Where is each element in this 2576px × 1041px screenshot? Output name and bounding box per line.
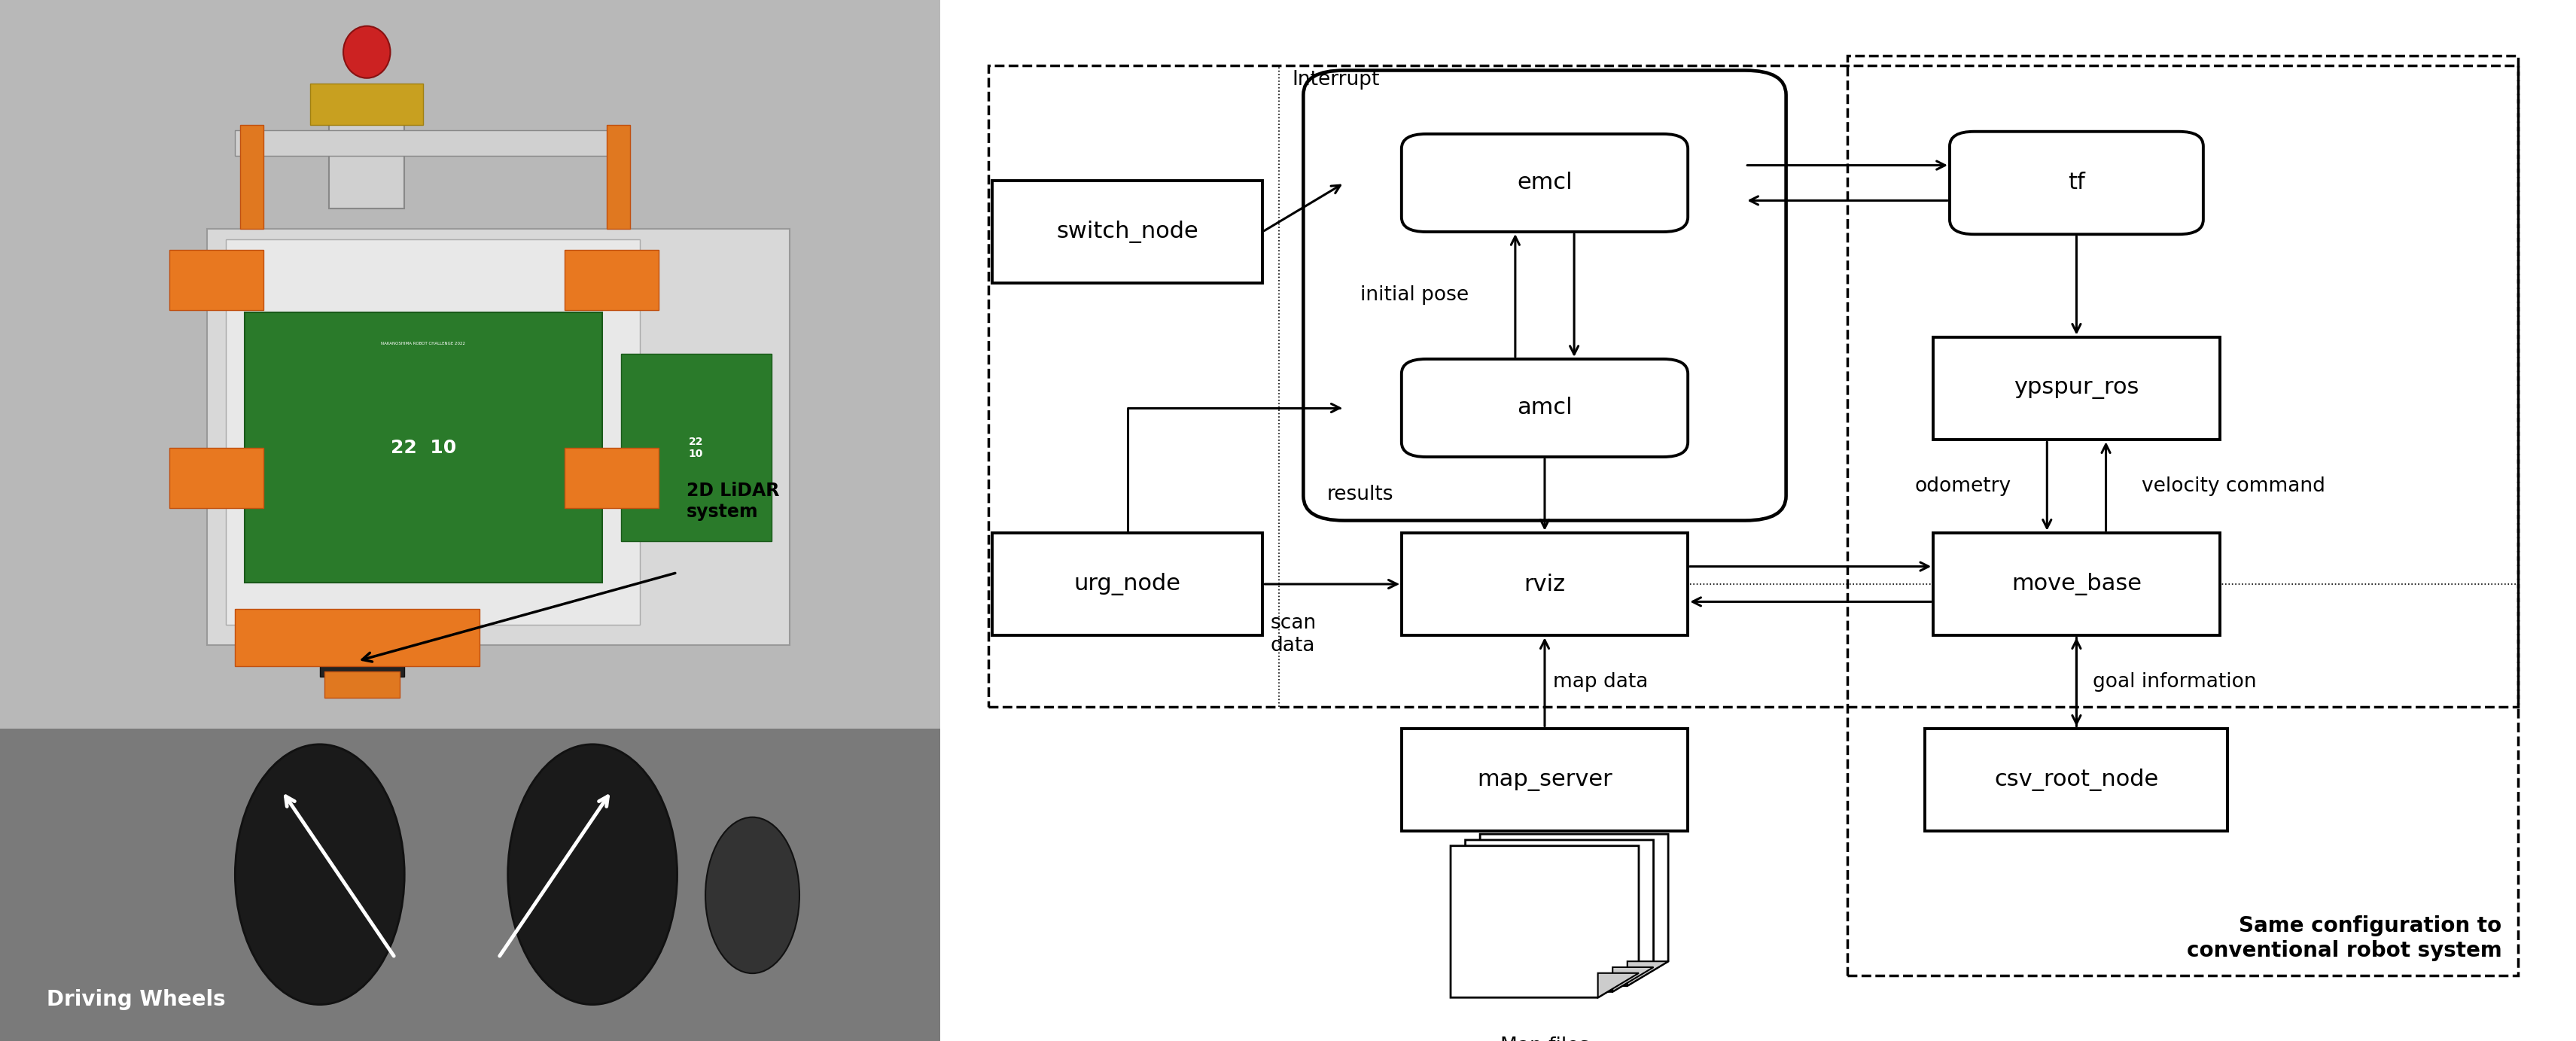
Text: switch_node: switch_node	[1056, 221, 1198, 244]
Polygon shape	[1450, 846, 1638, 997]
Bar	[170, 448, 263, 508]
Text: 22  10: 22 10	[392, 438, 456, 457]
Text: tf: tf	[2069, 172, 2084, 194]
Bar	[564, 250, 657, 310]
Text: Driving Wheels: Driving Wheels	[46, 989, 227, 1010]
Bar	[605, 125, 631, 229]
Text: velocity command: velocity command	[2141, 477, 2324, 496]
Bar	[1932, 533, 2218, 635]
Circle shape	[343, 26, 389, 78]
Text: initial pose: initial pose	[1360, 285, 1468, 305]
Text: Same configuration to
conventional robot system: Same configuration to conventional robot…	[2187, 915, 2501, 961]
Polygon shape	[1466, 840, 1654, 992]
Text: move_base: move_base	[2012, 573, 2141, 595]
Text: 22
10: 22 10	[688, 436, 703, 459]
Polygon shape	[1479, 834, 1667, 986]
Text: odometry: odometry	[1914, 477, 2009, 496]
Text: amcl: amcl	[1517, 397, 1571, 418]
Text: ypspur_ros: ypspur_ros	[2014, 378, 2138, 400]
Bar	[319, 619, 404, 677]
Bar	[245, 312, 603, 583]
Bar	[1932, 337, 2218, 439]
Bar	[170, 250, 263, 310]
FancyBboxPatch shape	[1950, 131, 2202, 234]
Text: rviz: rviz	[1522, 574, 1566, 595]
Ellipse shape	[507, 744, 677, 1005]
Text: emcl: emcl	[1517, 172, 1571, 194]
Bar	[330, 104, 404, 208]
Bar	[621, 354, 770, 541]
Bar	[1924, 729, 2228, 831]
Text: Interrupt: Interrupt	[1293, 71, 1381, 90]
Bar	[0, 0, 940, 750]
Bar	[989, 66, 2517, 707]
FancyBboxPatch shape	[1303, 71, 1785, 520]
Ellipse shape	[234, 744, 404, 1005]
Bar	[227, 239, 639, 625]
Text: map data: map data	[1553, 672, 1649, 691]
Text: 2D LiDAR
system: 2D LiDAR system	[685, 482, 778, 520]
Bar	[0, 729, 940, 1041]
Bar	[1401, 533, 1687, 635]
FancyBboxPatch shape	[1401, 134, 1687, 232]
Text: scan
data: scan data	[1270, 613, 1316, 656]
Text: urg_node: urg_node	[1074, 573, 1180, 595]
Text: map_server: map_server	[1476, 769, 1613, 791]
Bar	[240, 125, 263, 229]
Polygon shape	[1613, 967, 1654, 992]
Text: csv_root_node: csv_root_node	[1994, 768, 2159, 791]
Bar	[325, 671, 399, 697]
Bar	[206, 229, 791, 645]
Bar	[1401, 729, 1687, 831]
Bar	[234, 130, 611, 156]
Bar	[1847, 56, 2517, 975]
Polygon shape	[1628, 961, 1667, 986]
Polygon shape	[1597, 973, 1638, 997]
Text: goal information: goal information	[2092, 672, 2257, 691]
Bar	[234, 609, 479, 666]
Bar	[564, 448, 657, 508]
Text: results: results	[1327, 485, 1394, 505]
Ellipse shape	[706, 817, 799, 973]
Bar	[992, 180, 1262, 283]
Bar	[309, 83, 422, 125]
FancyBboxPatch shape	[1401, 359, 1687, 457]
Text: Map files: Map files	[1499, 1037, 1589, 1041]
Bar	[992, 533, 1262, 635]
Text: NAKANOSHIMA ROBOT CHALLENGE 2022: NAKANOSHIMA ROBOT CHALLENGE 2022	[381, 341, 466, 346]
